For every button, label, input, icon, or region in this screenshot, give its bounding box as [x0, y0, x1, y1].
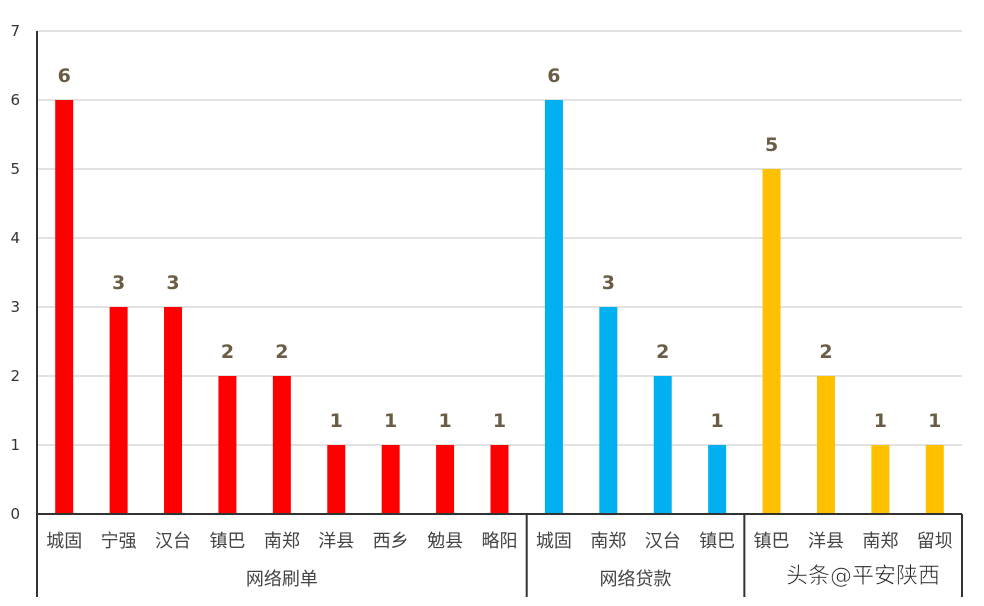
y-tick-label: 6 — [10, 91, 20, 109]
y-axis-ticks: 0 1 2 3 4 5 6 7 — [10, 22, 20, 523]
data-label: 1 — [874, 410, 887, 432]
category-label: 镇巴 — [209, 531, 245, 552]
bar — [436, 445, 455, 514]
data-label: 3 — [112, 272, 125, 294]
data-label: 2 — [221, 341, 234, 363]
y-tick-label: 3 — [10, 298, 20, 316]
y-tick-label: 1 — [10, 436, 20, 454]
y-tick-label: 2 — [10, 367, 20, 385]
bar — [708, 445, 727, 514]
data-label: 6 — [547, 65, 560, 87]
data-label: 1 — [493, 410, 506, 432]
category-label: 南郑 — [590, 531, 626, 552]
group-label: 网络贷款 — [600, 569, 672, 590]
bar — [490, 445, 509, 514]
category-label: 南郑 — [264, 531, 300, 552]
axes — [36, 31, 963, 597]
category-label: 南郑 — [862, 531, 898, 552]
bar — [164, 307, 183, 514]
category-label: 留坝 — [917, 531, 953, 552]
category-label: 宁强 — [101, 531, 137, 552]
bar — [544, 100, 563, 514]
category-label: 洋县 — [318, 531, 354, 552]
y-tick-label: 0 — [10, 505, 20, 523]
data-label: 1 — [330, 410, 343, 432]
bar — [109, 307, 128, 514]
data-label: 1 — [711, 410, 724, 432]
data-label: 1 — [928, 410, 941, 432]
group-label: 网络刷单 — [246, 569, 318, 590]
bar — [55, 100, 74, 514]
data-label: 6 — [58, 65, 71, 87]
data-label: 2 — [819, 341, 832, 363]
data-label: 3 — [166, 272, 179, 294]
category-label: 汉台 — [645, 531, 681, 552]
bar — [816, 376, 835, 514]
bar — [599, 307, 618, 514]
category-label: 城固 — [536, 531, 572, 552]
y-tick-label: 4 — [10, 229, 20, 247]
data-label: 1 — [438, 410, 451, 432]
bar — [925, 445, 944, 514]
bar — [871, 445, 890, 514]
bars: 6 3 3 2 2 1 1 1 1 6 3 2 1 5 2 1 1 — [55, 65, 944, 514]
data-label: 5 — [765, 134, 778, 156]
category-label: 镇巴 — [699, 531, 735, 552]
data-label: 3 — [602, 272, 615, 294]
category-label: 洋县 — [808, 531, 844, 552]
gridlines — [37, 30, 962, 446]
y-tick-label: 7 — [10, 22, 20, 40]
category-label: 略阳 — [482, 531, 518, 552]
y-tick-label: 5 — [10, 160, 20, 178]
watermark: 头条@平安陕西 — [786, 564, 940, 589]
data-label: 2 — [275, 341, 288, 363]
category-label: 西乡 — [373, 531, 409, 552]
category-label: 勉县 — [427, 531, 463, 552]
bar — [218, 376, 237, 514]
category-label: 镇巴 — [754, 531, 790, 552]
data-label: 2 — [656, 341, 669, 363]
data-label: 1 — [384, 410, 397, 432]
bar — [762, 169, 781, 514]
bar — [653, 376, 672, 514]
bar — [327, 445, 346, 514]
category-label: 汉台 — [155, 531, 191, 552]
bar — [381, 445, 400, 514]
category-label: 城固 — [46, 531, 82, 552]
bar — [272, 376, 291, 514]
